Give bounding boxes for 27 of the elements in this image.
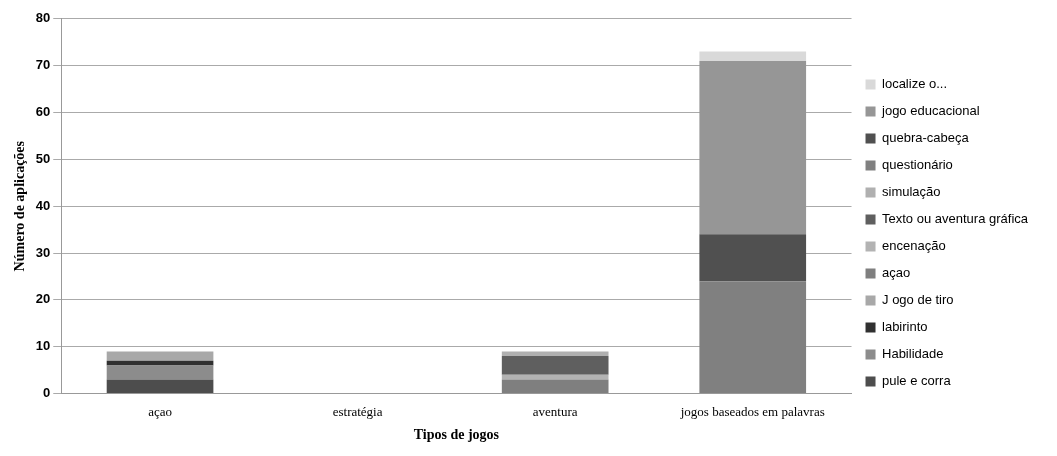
- y-tick-label: 60: [35, 104, 51, 120]
- y-tick-label: 70: [35, 57, 51, 73]
- legend-label: jogo educacional: [881, 103, 980, 119]
- y-tick-label: 0: [43, 385, 51, 401]
- legend-label: labirinto: [882, 319, 928, 335]
- legend-label: localize o...: [882, 76, 948, 92]
- x-axis-title: Tipos de jogos: [413, 427, 500, 443]
- y-tick-label: 30: [35, 244, 51, 260]
- y-axis-title: Número de aplicações: [12, 140, 28, 272]
- legend-label: encenação: [882, 238, 946, 254]
- x-tick-label: aventura: [532, 403, 578, 419]
- x-tick-label: jogos baseados em palavras: [679, 403, 825, 419]
- y-tick-label: 80: [35, 10, 51, 26]
- legend-label: Texto ou aventura gráfica: [882, 211, 1029, 227]
- y-tick-label: 50: [35, 150, 51, 166]
- legend-label: pule e corra: [882, 373, 952, 389]
- legend-label: quebra-cabeça: [882, 130, 970, 146]
- legend-label: simulação: [882, 184, 941, 200]
- x-tick-label: açao: [148, 403, 172, 419]
- legend-label: questionário: [882, 157, 953, 173]
- x-tick-label: estratégia: [332, 403, 383, 419]
- y-tick-label: 10: [35, 338, 51, 354]
- legend-label: Habilidade: [882, 346, 944, 362]
- legend-label: açao: [882, 265, 911, 281]
- y-tick-label: 40: [35, 197, 51, 213]
- legend-label: J ogo de tiro: [882, 292, 954, 308]
- y-tick-label: 20: [35, 291, 51, 307]
